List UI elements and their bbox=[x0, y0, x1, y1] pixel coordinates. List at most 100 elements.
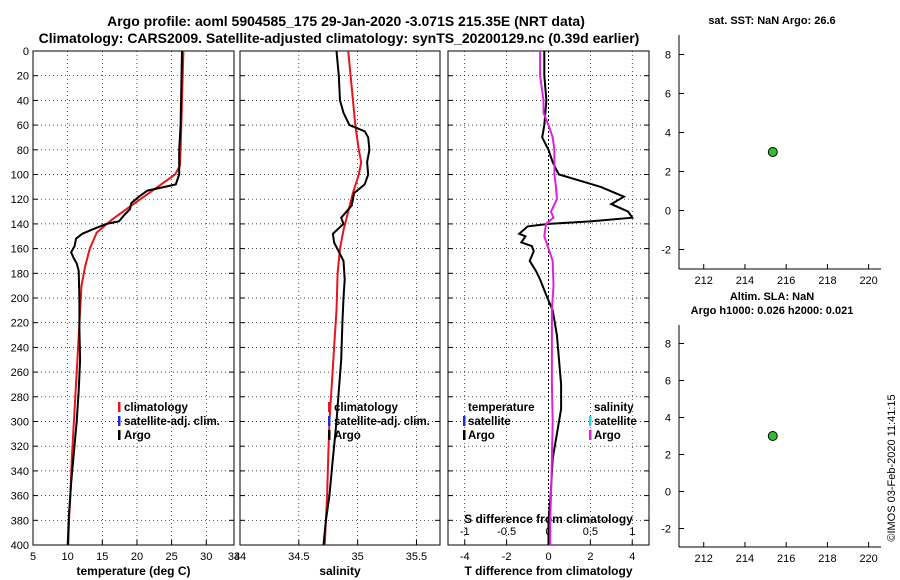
legend-label-argo: Argo bbox=[334, 430, 361, 442]
x2-tick-label: 0.5 bbox=[583, 526, 598, 538]
y-tick-label: -2 bbox=[661, 524, 671, 536]
legend-label-satellite: satellite-adj. clim. bbox=[124, 416, 220, 428]
legend-swatch-t-argo bbox=[463, 430, 466, 440]
y-tick-label: 0 bbox=[665, 487, 671, 499]
y-tick-label: 0 bbox=[665, 206, 671, 218]
y-tick-label: 140 bbox=[11, 219, 29, 231]
x-tick-label: 218 bbox=[818, 275, 836, 287]
salinity-legend: climatology satellite-adj. clim. Argo bbox=[328, 402, 430, 442]
x2-tick-label: -1 bbox=[460, 526, 470, 538]
legend-label-t-argo: Argo bbox=[468, 430, 495, 442]
legend-label-s-satellite: satellite bbox=[594, 416, 637, 428]
x-tick-label: 4 bbox=[629, 551, 635, 563]
y-tick-label: 240 bbox=[11, 342, 29, 354]
y-tick-label: 340 bbox=[11, 466, 29, 478]
timestamp-stamp: ©IMOS 03-Feb-2020 11:41:15 bbox=[886, 394, 898, 541]
legend-swatch-argo bbox=[118, 430, 121, 440]
series-line-climatology bbox=[67, 50, 185, 546]
legend-swatch-s-satellite bbox=[589, 416, 592, 426]
argo-position-marker bbox=[767, 431, 778, 441]
legend-label-s-argo: Argo bbox=[594, 430, 621, 442]
legend-label-salinity: salinity bbox=[594, 402, 634, 414]
y-tick-label: 160 bbox=[11, 244, 29, 256]
x-tick-label: -2 bbox=[502, 551, 512, 563]
legend-label-climatology: climatology bbox=[334, 402, 399, 414]
series-line-argo bbox=[322, 50, 371, 546]
legend-label-argo: Argo bbox=[124, 430, 151, 442]
y-tick-label: 60 bbox=[17, 120, 29, 132]
argo-position-marker bbox=[767, 147, 778, 157]
x-tick-label: 10 bbox=[62, 551, 74, 563]
y-tick-label: 2 bbox=[665, 167, 671, 179]
panel-subtitle: Argo h1000: 0.026 h2000: 0.021 bbox=[691, 305, 854, 317]
figure-title-line2: Climatology: CARS2009. Satellite-adjuste… bbox=[39, 30, 640, 46]
y-tick-label: 400 bbox=[11, 540, 29, 552]
legend-label-climatology: climatology bbox=[124, 402, 189, 414]
x2-tick-label: -0.5 bbox=[497, 526, 516, 538]
temperature-panel: 5 10 15 20 25 30 34020406080100120140160180200… bbox=[11, 46, 240, 578]
temperature-legend: climatology satellite-adj. clim. Argo bbox=[118, 402, 220, 442]
x-tick-label: 220 bbox=[859, 275, 877, 287]
legend-swatch-t-satellite bbox=[463, 416, 466, 426]
y-tick-label: 20 bbox=[17, 71, 29, 83]
y-tick-label: 300 bbox=[11, 417, 29, 429]
x-tick-label: 34 bbox=[234, 551, 246, 563]
legend-label-temperature: temperature bbox=[468, 402, 534, 414]
sst-panel: sat. SST: NaN Argo: 26.6 -2 0 2 4 6 8 212 214 216… bbox=[661, 15, 881, 287]
y-tick-label: 6 bbox=[665, 89, 671, 101]
legend-swatch-climatology bbox=[118, 402, 121, 412]
difference-legend: temperature satellite Argo salinity sate… bbox=[463, 402, 637, 442]
y-tick-label: 320 bbox=[11, 441, 29, 453]
panel-title: Altim. SLA: NaN bbox=[730, 291, 814, 303]
x-tick-label: 30 bbox=[200, 551, 212, 563]
x2-tick-label: 1 bbox=[629, 526, 635, 538]
x-axis-label: T difference from climatology bbox=[464, 564, 632, 578]
y-tick-label: 380 bbox=[11, 515, 29, 527]
y-tick-label: 200 bbox=[11, 293, 29, 305]
y-tick-label: 4 bbox=[665, 128, 671, 140]
y-tick-label: 280 bbox=[11, 392, 29, 404]
x-tick-label: 25 bbox=[165, 551, 177, 563]
legend-label-satellite: satellite-adj. clim. bbox=[334, 416, 430, 428]
legend-swatch-satellite bbox=[328, 416, 331, 426]
series-line-argo bbox=[66, 50, 183, 546]
y-tick-label: 80 bbox=[17, 145, 29, 157]
x-tick-label: 35 bbox=[352, 551, 364, 563]
x-tick-label: 0 bbox=[545, 551, 551, 563]
y-tick-label: 0 bbox=[23, 46, 29, 58]
y-tick-label: 8 bbox=[665, 50, 671, 62]
y-tick-label: 180 bbox=[11, 268, 29, 280]
x-tick-label: 212 bbox=[695, 553, 713, 565]
legend-swatch-argo bbox=[328, 430, 331, 440]
y-tick-label: 220 bbox=[11, 318, 29, 330]
y-tick-label: 8 bbox=[665, 339, 671, 351]
x-tick-label: -4 bbox=[460, 551, 470, 563]
y-tick-label: 4 bbox=[665, 413, 671, 425]
salinity-panel: 34 34.5 35 35.5 salinity bbox=[234, 50, 441, 578]
x-axis-label: temperature (deg C) bbox=[76, 564, 190, 578]
x-tick-label: 5 bbox=[30, 551, 36, 563]
x-tick-label: 216 bbox=[777, 553, 795, 565]
series-line-climatology bbox=[323, 50, 363, 546]
y-tick-label: -2 bbox=[661, 245, 671, 257]
x-tick-label: 35.5 bbox=[406, 551, 427, 563]
x-tick-label: 15 bbox=[96, 551, 108, 563]
x-tick-label: 218 bbox=[818, 553, 836, 565]
x-tick-label: 20 bbox=[131, 551, 143, 563]
x-axis-label: salinity bbox=[319, 564, 361, 578]
x-tick-label: 216 bbox=[777, 275, 795, 287]
legend-swatch-climatology bbox=[328, 402, 331, 412]
x-tick-label: 220 bbox=[859, 553, 877, 565]
x-tick-label: 34.5 bbox=[288, 551, 309, 563]
y-tick-label: 360 bbox=[11, 491, 29, 503]
legend-swatch-satellite bbox=[118, 416, 121, 426]
figure-title-line1: Argo profile: aoml 5904585_175 29-Jan-20… bbox=[107, 13, 585, 29]
legend-swatch-s-argo bbox=[589, 430, 592, 440]
y-tick-label: 260 bbox=[11, 367, 29, 379]
panel-title: sat. SST: NaN Argo: 26.6 bbox=[708, 15, 835, 27]
x-tick-label: 214 bbox=[736, 553, 754, 565]
x-tick-label: 2 bbox=[587, 551, 593, 563]
x-tick-label: 34 bbox=[228, 551, 240, 563]
